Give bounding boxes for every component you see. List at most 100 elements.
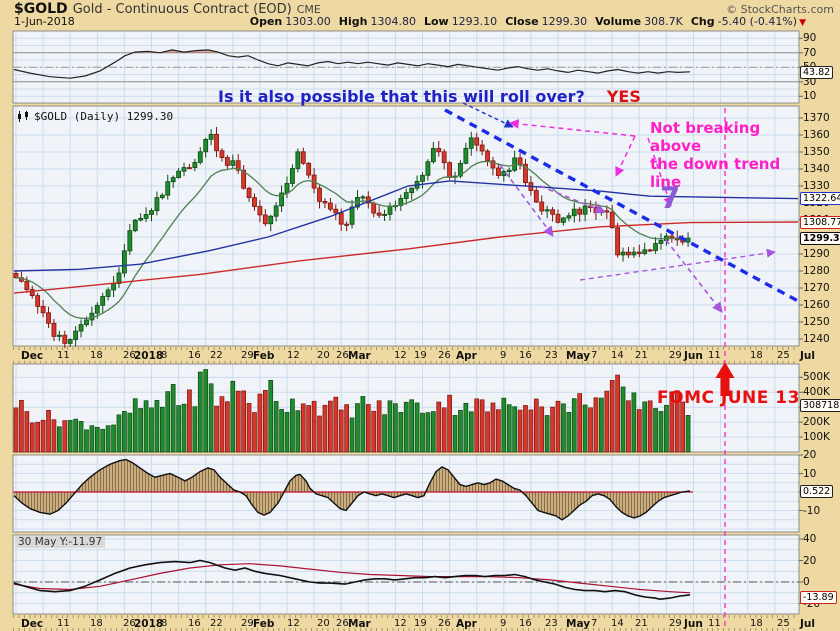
x-axis-label: Jul: [800, 350, 815, 362]
quote-low: Low 1293.10: [423, 15, 498, 28]
x-axis-label: 16: [188, 350, 201, 361]
x-axis-label: 18: [90, 350, 103, 361]
x-axis-label: 11: [57, 618, 70, 629]
value-badge-ma-blue: 1322.64: [800, 191, 840, 205]
y-axis-label: 10: [803, 467, 817, 480]
quote-high: High 1304.80: [338, 15, 416, 28]
annotation-fomc: FOMC JUNE 13: [657, 388, 800, 408]
axis-ticks: [13, 361, 799, 364]
y-axis-label: 30: [803, 75, 817, 88]
x-axis-label: 8: [161, 350, 168, 361]
x-axis-label: 23: [545, 350, 558, 361]
ma-slow-line: [13, 221, 799, 294]
y-axis-label: 100K: [803, 431, 830, 444]
x-axis-label: 14: [611, 618, 624, 629]
copyright: © StockCharts.com: [726, 3, 834, 16]
x-axis-label: 14: [611, 350, 624, 361]
y-axis-label: 1250: [803, 316, 830, 328]
y-axis-label: 1350: [803, 146, 830, 158]
y-axis-label: 1290: [803, 248, 830, 260]
chart-date: 1-Jun-2018: [14, 15, 75, 28]
candlestick-icon: [18, 111, 28, 122]
x-axis-label: May: [566, 618, 591, 630]
x-axis-label: 25: [777, 350, 790, 361]
x-axis-label: 26: [123, 350, 136, 361]
y-axis-label: 1360: [803, 129, 830, 141]
x-axis-label: May: [566, 350, 591, 362]
x-axis-label: 29: [669, 350, 682, 361]
x-axis-label: 22: [210, 618, 223, 629]
x-axis-label: 16: [519, 618, 532, 629]
x-axis-label: Feb: [253, 350, 275, 362]
value-badge-osc: 0.522: [800, 484, 834, 498]
ohlc-quote: Open 1303.00 High 1304.80 Low 1293.10 Close 129…: [250, 15, 806, 28]
x-axis-label: 12: [394, 350, 407, 361]
x-axis-label: 7: [591, 618, 598, 629]
x-axis-label: 11: [57, 350, 70, 361]
x-axis-label: 2018: [134, 618, 164, 630]
y-axis-label: 10: [803, 90, 817, 103]
x-axis-label: 2018: [134, 350, 164, 362]
x-axis-label: 12: [287, 350, 300, 361]
annotation-arrow: [499, 164, 554, 237]
x-axis-label: 18: [750, 618, 763, 629]
x-axis-label: Dec: [21, 350, 44, 362]
annotation-not-breaking-line1: Not breaking above: [650, 119, 761, 155]
x-axis-label: 12: [394, 618, 407, 629]
x-axis-label: 26: [438, 350, 451, 361]
y-axis-label: 90: [803, 32, 817, 45]
y-axis-label: 1260: [803, 299, 830, 311]
y-axis-label: 400K: [803, 386, 830, 399]
y-axis-label: 1340: [803, 163, 830, 175]
axis-ticks: [13, 615, 799, 618]
axis-ticks: [13, 628, 799, 631]
y-axis-label: 20: [803, 449, 817, 461]
x-axis-label: 9: [500, 350, 507, 361]
y-axis-label: 0: [803, 576, 810, 588]
ma-fast-line: [15, 160, 689, 320]
value-badge-rsi: 43.82: [800, 65, 834, 79]
x-axis-label: Apr: [456, 350, 477, 362]
volume-bars-group: [13, 369, 691, 453]
roc-plot: [13, 559, 799, 601]
change-down-icon: ▼: [799, 18, 806, 28]
annotation-arrow: [539, 185, 606, 214]
x-axis-label: 11: [708, 618, 721, 629]
x-axis-labels-top: Dec 11 18 26 2018 8 16 22 29 Feb 12 20 26 Mar 12 19 26 Ap…: [13, 350, 815, 363]
x-axis-label: Dec: [21, 618, 44, 630]
y-axis-label: -10: [803, 504, 821, 517]
x-axis-label: 29: [241, 350, 254, 361]
annotation-question-text: Is it also possible that this will roll …: [218, 87, 585, 106]
ma-mid-line: [13, 180, 799, 272]
annotation-not-breaking-line2: the down trend line: [650, 155, 781, 191]
x-axis-label: 29: [669, 618, 682, 629]
x-axis-label: 19: [414, 618, 427, 629]
quote-close: Close 1299.30: [505, 15, 588, 28]
exchange: CME: [296, 3, 321, 16]
annotation-arrow: [665, 239, 723, 313]
x-axis-label: 25: [777, 618, 790, 629]
x-axis-label: 20: [317, 618, 330, 629]
y-axis-label: 70: [803, 46, 817, 59]
value-badge-volume: 308718: [800, 398, 840, 412]
x-axis-label: 20: [317, 350, 330, 361]
x-axis-label: Jul: [800, 618, 815, 630]
x-axis-label: 11: [708, 350, 721, 361]
roc-tooltip: 30 May Y:-11.97: [15, 536, 106, 548]
x-axis-label: 26: [123, 618, 136, 629]
y-axis-label: 1330: [803, 180, 830, 192]
value-badge-close: 1299.30: [800, 231, 840, 245]
y-axis-label: 1370: [803, 112, 830, 124]
annotation-seven: 7: [660, 181, 681, 215]
y-axis-label: 1280: [803, 265, 830, 277]
quote-volume: Volume 308.7K: [595, 15, 683, 28]
x-axis-label: 29: [241, 618, 254, 629]
fomc-up-arrow: [715, 362, 735, 396]
y-axis-label: 1240: [803, 333, 830, 345]
annotation-arrow: [647, 137, 673, 207]
annotation-arrow: [579, 248, 776, 281]
x-axis-label: 21: [635, 350, 648, 361]
x-axis-label: 16: [188, 618, 201, 629]
